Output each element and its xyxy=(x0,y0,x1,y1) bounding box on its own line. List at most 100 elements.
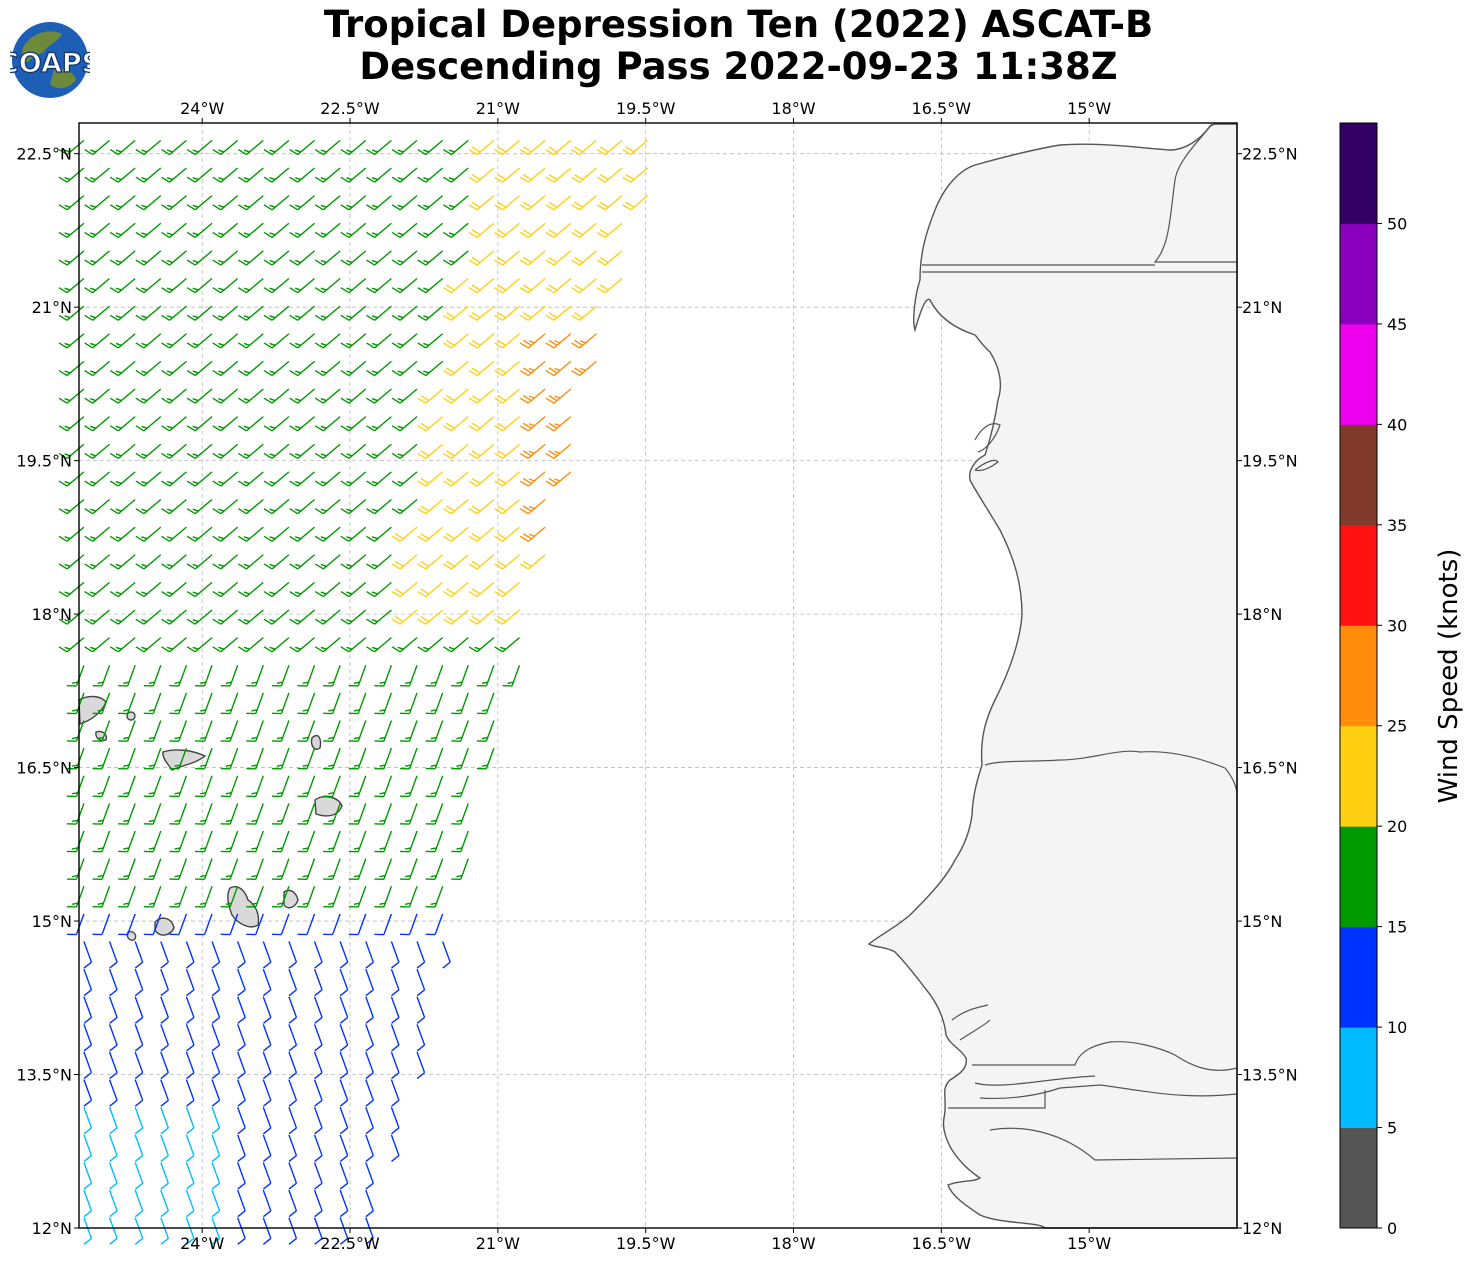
barb-stroke xyxy=(169,858,188,881)
barb-stroke xyxy=(442,443,469,460)
wind-barb xyxy=(468,609,495,625)
wind-barb xyxy=(442,526,469,542)
barb-stroke xyxy=(519,471,546,487)
wind-barb xyxy=(195,830,213,853)
barb-stroke xyxy=(58,222,85,239)
colorbar-bin xyxy=(1340,223,1377,325)
barb-stroke xyxy=(263,443,290,460)
wind-barb xyxy=(288,1107,298,1135)
wind-barb xyxy=(212,305,239,321)
barb-stroke xyxy=(451,775,469,798)
barb-stroke xyxy=(212,360,239,377)
wind-barb xyxy=(289,139,315,156)
wind-barb xyxy=(262,941,272,969)
wind-barb xyxy=(211,1134,221,1163)
y-tick-label-right: 16.5°N xyxy=(1242,759,1298,778)
wind-barb xyxy=(417,139,444,156)
barb-stroke xyxy=(237,388,264,404)
barb-stroke xyxy=(417,526,444,542)
wind-barb xyxy=(390,1024,400,1052)
barb-stroke xyxy=(289,637,315,653)
barb-stroke xyxy=(220,830,239,853)
wind-barb xyxy=(391,167,418,183)
barb-stroke xyxy=(161,443,187,460)
barb-stroke xyxy=(416,996,426,1024)
barb-stroke xyxy=(400,858,418,881)
barb-stroke xyxy=(442,305,469,321)
wind-barb xyxy=(109,388,136,404)
barb-stroke xyxy=(263,167,290,183)
barb-stroke xyxy=(348,747,367,770)
wind-barb xyxy=(323,858,341,881)
barb-stroke xyxy=(339,1107,349,1135)
barb-stroke xyxy=(186,498,213,515)
barb-stroke xyxy=(237,471,264,487)
x-tick-label-top: 16.5°W xyxy=(912,99,972,118)
y-tick-label-left: 16.5°N xyxy=(16,759,72,778)
barb-stroke xyxy=(417,581,444,598)
wind-barb xyxy=(135,471,162,487)
wind-barb xyxy=(220,692,239,715)
barb-stroke xyxy=(366,581,392,598)
wind-barb xyxy=(571,360,597,377)
wind-barb xyxy=(108,1189,118,1218)
wind-barb xyxy=(237,581,264,598)
wind-barb xyxy=(237,968,246,997)
wind-barb xyxy=(134,1024,144,1052)
wind-barb xyxy=(571,250,597,266)
barb-stroke xyxy=(289,277,315,294)
wind-barb xyxy=(66,775,85,798)
wind-barb xyxy=(366,388,392,404)
wind-barb xyxy=(468,581,495,598)
barb-stroke xyxy=(417,277,444,294)
wind-barb xyxy=(135,443,162,460)
barb-stroke xyxy=(212,167,239,183)
barb-stroke xyxy=(596,277,623,294)
barb-stroke xyxy=(476,665,495,687)
wind-barb xyxy=(271,720,290,742)
wind-barb xyxy=(109,416,136,432)
barb-stroke xyxy=(417,554,444,570)
wind-barb xyxy=(169,913,188,936)
wind-barb xyxy=(212,222,239,239)
barb-stroke xyxy=(468,139,495,156)
wind-barb xyxy=(83,941,93,969)
wind-barb xyxy=(391,526,418,542)
barb-stroke xyxy=(263,305,290,321)
barb-stroke xyxy=(262,1162,272,1190)
barb-stroke xyxy=(391,250,418,266)
wind-barb xyxy=(237,360,264,377)
wind-barb xyxy=(596,277,623,294)
colorbar-frame xyxy=(1339,122,1378,1229)
barb-stroke xyxy=(186,167,213,183)
barb-stroke xyxy=(186,637,213,653)
wind-barb xyxy=(571,139,597,156)
wind-barb xyxy=(160,1107,169,1135)
wind-barb xyxy=(365,968,374,997)
wind-barb xyxy=(340,554,367,570)
colorbar-tick-label: 20 xyxy=(1387,817,1407,836)
barb-stroke xyxy=(134,1051,144,1080)
barb-stroke xyxy=(374,665,393,687)
barb-stroke xyxy=(84,388,111,404)
wind-barb xyxy=(374,858,393,881)
barb-stroke xyxy=(92,886,111,908)
barb-stroke xyxy=(263,526,290,542)
wind-barb xyxy=(246,665,264,687)
wind-barb xyxy=(185,1162,195,1190)
wind-barb xyxy=(468,195,495,211)
barb-stroke xyxy=(220,692,239,715)
barb-stroke xyxy=(58,195,85,211)
wind-barb xyxy=(271,803,290,825)
barb-stroke xyxy=(84,637,111,653)
barb-stroke xyxy=(262,996,272,1024)
barb-stroke xyxy=(476,692,495,715)
wind-barb xyxy=(143,803,162,825)
barb-stroke xyxy=(288,1134,298,1163)
barb-stroke xyxy=(237,277,264,294)
wind-barb xyxy=(288,1134,298,1163)
wind-barb xyxy=(417,554,444,570)
wind-barb xyxy=(263,195,290,211)
x-tick-label-top: 15°W xyxy=(1067,99,1111,118)
wind-barb xyxy=(391,443,418,460)
